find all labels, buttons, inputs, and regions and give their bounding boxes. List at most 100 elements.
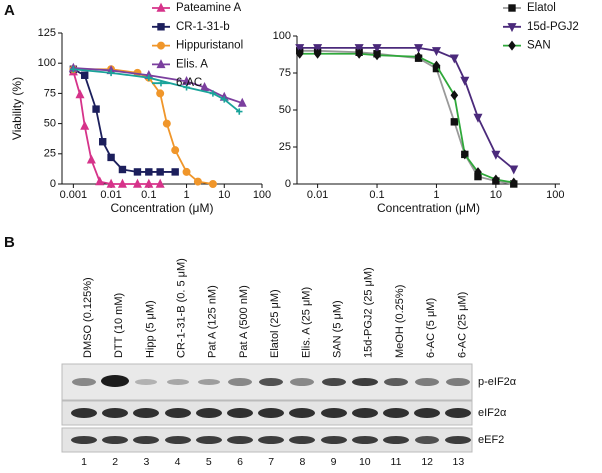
- y-tick-label: 75: [279, 67, 291, 79]
- band: [352, 378, 378, 386]
- marker: [145, 74, 153, 81]
- x-tick-label: 0.1: [369, 189, 384, 201]
- marker: [432, 60, 441, 71]
- blot: [61, 363, 473, 453]
- band: [71, 408, 97, 418]
- marker: [118, 165, 127, 174]
- band: [446, 378, 470, 386]
- x-tick-label: 0.01: [100, 189, 121, 201]
- lane-number: 8: [299, 456, 305, 468]
- band: [445, 436, 471, 444]
- y-tick-label: 25: [44, 148, 56, 160]
- marker: [171, 146, 180, 155]
- marker: [474, 167, 482, 178]
- y-tick-label: 0: [285, 178, 291, 190]
- marker: [313, 44, 323, 54]
- lane-label: DMSO (0.125%): [82, 277, 94, 358]
- y-tick-label: 50: [44, 118, 56, 130]
- band: [289, 436, 315, 444]
- series-line: [299, 52, 514, 184]
- marker: [372, 44, 382, 54]
- marker: [157, 80, 165, 87]
- lane-label: 15d-PGJ2 (25 μM): [363, 267, 375, 358]
- bands: [71, 375, 471, 444]
- lane-label: CR-1-31-B (0. 5 μM): [176, 258, 188, 358]
- x-tick-label: 0.01: [307, 189, 328, 201]
- lane-label: 6-AC (5 μM): [425, 298, 437, 358]
- panel-label: A: [4, 2, 15, 19]
- marker: [162, 119, 171, 128]
- marker: [92, 105, 100, 113]
- lane-number: 2: [112, 456, 118, 468]
- lane-number: 3: [143, 456, 149, 468]
- marker: [156, 59, 166, 69]
- marker: [70, 66, 77, 73]
- marker: [75, 89, 85, 99]
- marker: [107, 69, 115, 77]
- marker: [171, 168, 179, 176]
- row-label: p-eIF2α: [478, 376, 517, 388]
- legend-label: Pateamine A: [176, 2, 242, 14]
- band: [322, 378, 346, 386]
- y-tick-label: 0: [50, 178, 56, 190]
- marker: [509, 177, 518, 188]
- band: [71, 436, 97, 444]
- x-tick-label: 0.1: [141, 189, 156, 201]
- marker: [414, 44, 424, 54]
- x-axis-label: Concentration (μM): [377, 201, 480, 215]
- marker: [508, 4, 516, 12]
- band: [133, 408, 159, 418]
- marker: [373, 50, 381, 61]
- marker: [431, 47, 441, 57]
- band: [227, 408, 253, 418]
- y-tick-label: 75: [44, 87, 56, 99]
- band: [167, 379, 189, 385]
- lane-number: 9: [331, 456, 337, 468]
- y-axis-label: Viability (%): [10, 77, 24, 140]
- x-tick-label: 0.001: [60, 189, 88, 201]
- band: [352, 408, 378, 418]
- x-tick-label: 1: [433, 189, 439, 201]
- y-tick-label: 100: [273, 30, 291, 42]
- band: [196, 436, 222, 444]
- x-tick-label: 100: [546, 189, 564, 201]
- band: [384, 378, 408, 386]
- series-line: [73, 68, 214, 185]
- marker: [354, 44, 364, 54]
- marker: [80, 120, 90, 130]
- marker: [491, 150, 501, 160]
- band: [165, 408, 191, 418]
- band: [227, 436, 253, 444]
- band: [135, 379, 157, 385]
- y-tick-label: 100: [38, 57, 56, 69]
- legend-label: 6-AC: [176, 77, 202, 89]
- marker: [295, 48, 304, 59]
- lane-number: 10: [359, 456, 371, 468]
- lane-label: 6-AC (25 μM): [456, 292, 468, 358]
- band: [102, 436, 128, 444]
- band: [133, 436, 159, 444]
- series-line: [73, 67, 243, 104]
- series-line: [299, 46, 515, 170]
- y-tick-label: 25: [279, 141, 291, 153]
- legend-label: Hippuristanol: [176, 40, 243, 52]
- lane-label: DTT (10 mM): [113, 293, 125, 358]
- marker: [473, 113, 483, 123]
- marker: [208, 180, 217, 188]
- lane-number: 4: [175, 456, 181, 468]
- band: [321, 436, 347, 444]
- marker: [236, 108, 243, 115]
- band: [445, 408, 471, 418]
- marker: [508, 40, 516, 51]
- marker: [193, 177, 202, 186]
- marker: [86, 154, 96, 164]
- x-tick-label: 10: [490, 189, 502, 201]
- y-tick-label: 50: [279, 104, 291, 116]
- marker: [145, 168, 153, 176]
- marker: [95, 176, 105, 186]
- legend-label: Elis. A: [176, 58, 208, 70]
- lane-label: MeOH (0.25%): [394, 285, 406, 358]
- row-label: eEF2: [478, 434, 504, 446]
- band: [383, 436, 409, 444]
- marker: [450, 90, 459, 101]
